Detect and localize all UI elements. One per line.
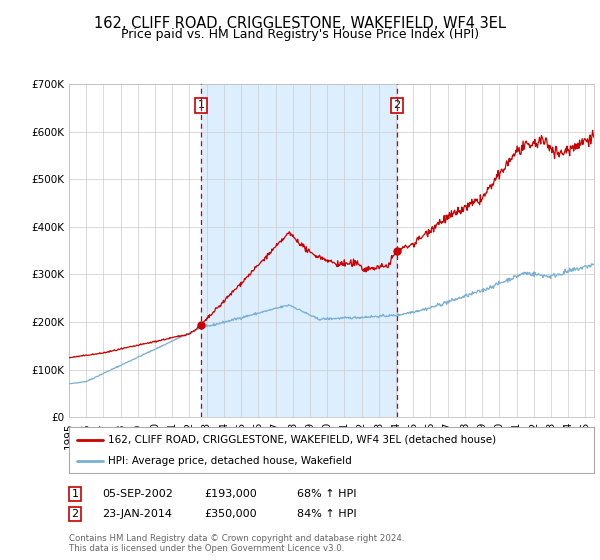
- Text: £193,000: £193,000: [204, 489, 257, 499]
- Text: 2: 2: [71, 509, 79, 519]
- Text: 2: 2: [394, 100, 400, 110]
- Text: £350,000: £350,000: [204, 509, 257, 519]
- Text: 1: 1: [197, 100, 205, 110]
- Text: 162, CLIFF ROAD, CRIGGLESTONE, WAKEFIELD, WF4 3EL (detached house): 162, CLIFF ROAD, CRIGGLESTONE, WAKEFIELD…: [109, 435, 497, 445]
- Text: 84% ↑ HPI: 84% ↑ HPI: [297, 509, 356, 519]
- Text: Price paid vs. HM Land Registry's House Price Index (HPI): Price paid vs. HM Land Registry's House …: [121, 28, 479, 41]
- Text: 1: 1: [71, 489, 79, 499]
- Text: Contains HM Land Registry data © Crown copyright and database right 2024.
This d: Contains HM Land Registry data © Crown c…: [69, 534, 404, 553]
- Text: 05-SEP-2002: 05-SEP-2002: [102, 489, 173, 499]
- Text: 23-JAN-2014: 23-JAN-2014: [102, 509, 172, 519]
- Text: 68% ↑ HPI: 68% ↑ HPI: [297, 489, 356, 499]
- Text: 162, CLIFF ROAD, CRIGGLESTONE, WAKEFIELD, WF4 3EL: 162, CLIFF ROAD, CRIGGLESTONE, WAKEFIELD…: [94, 16, 506, 31]
- Bar: [201, 84, 397, 417]
- Text: HPI: Average price, detached house, Wakefield: HPI: Average price, detached house, Wake…: [109, 456, 352, 466]
